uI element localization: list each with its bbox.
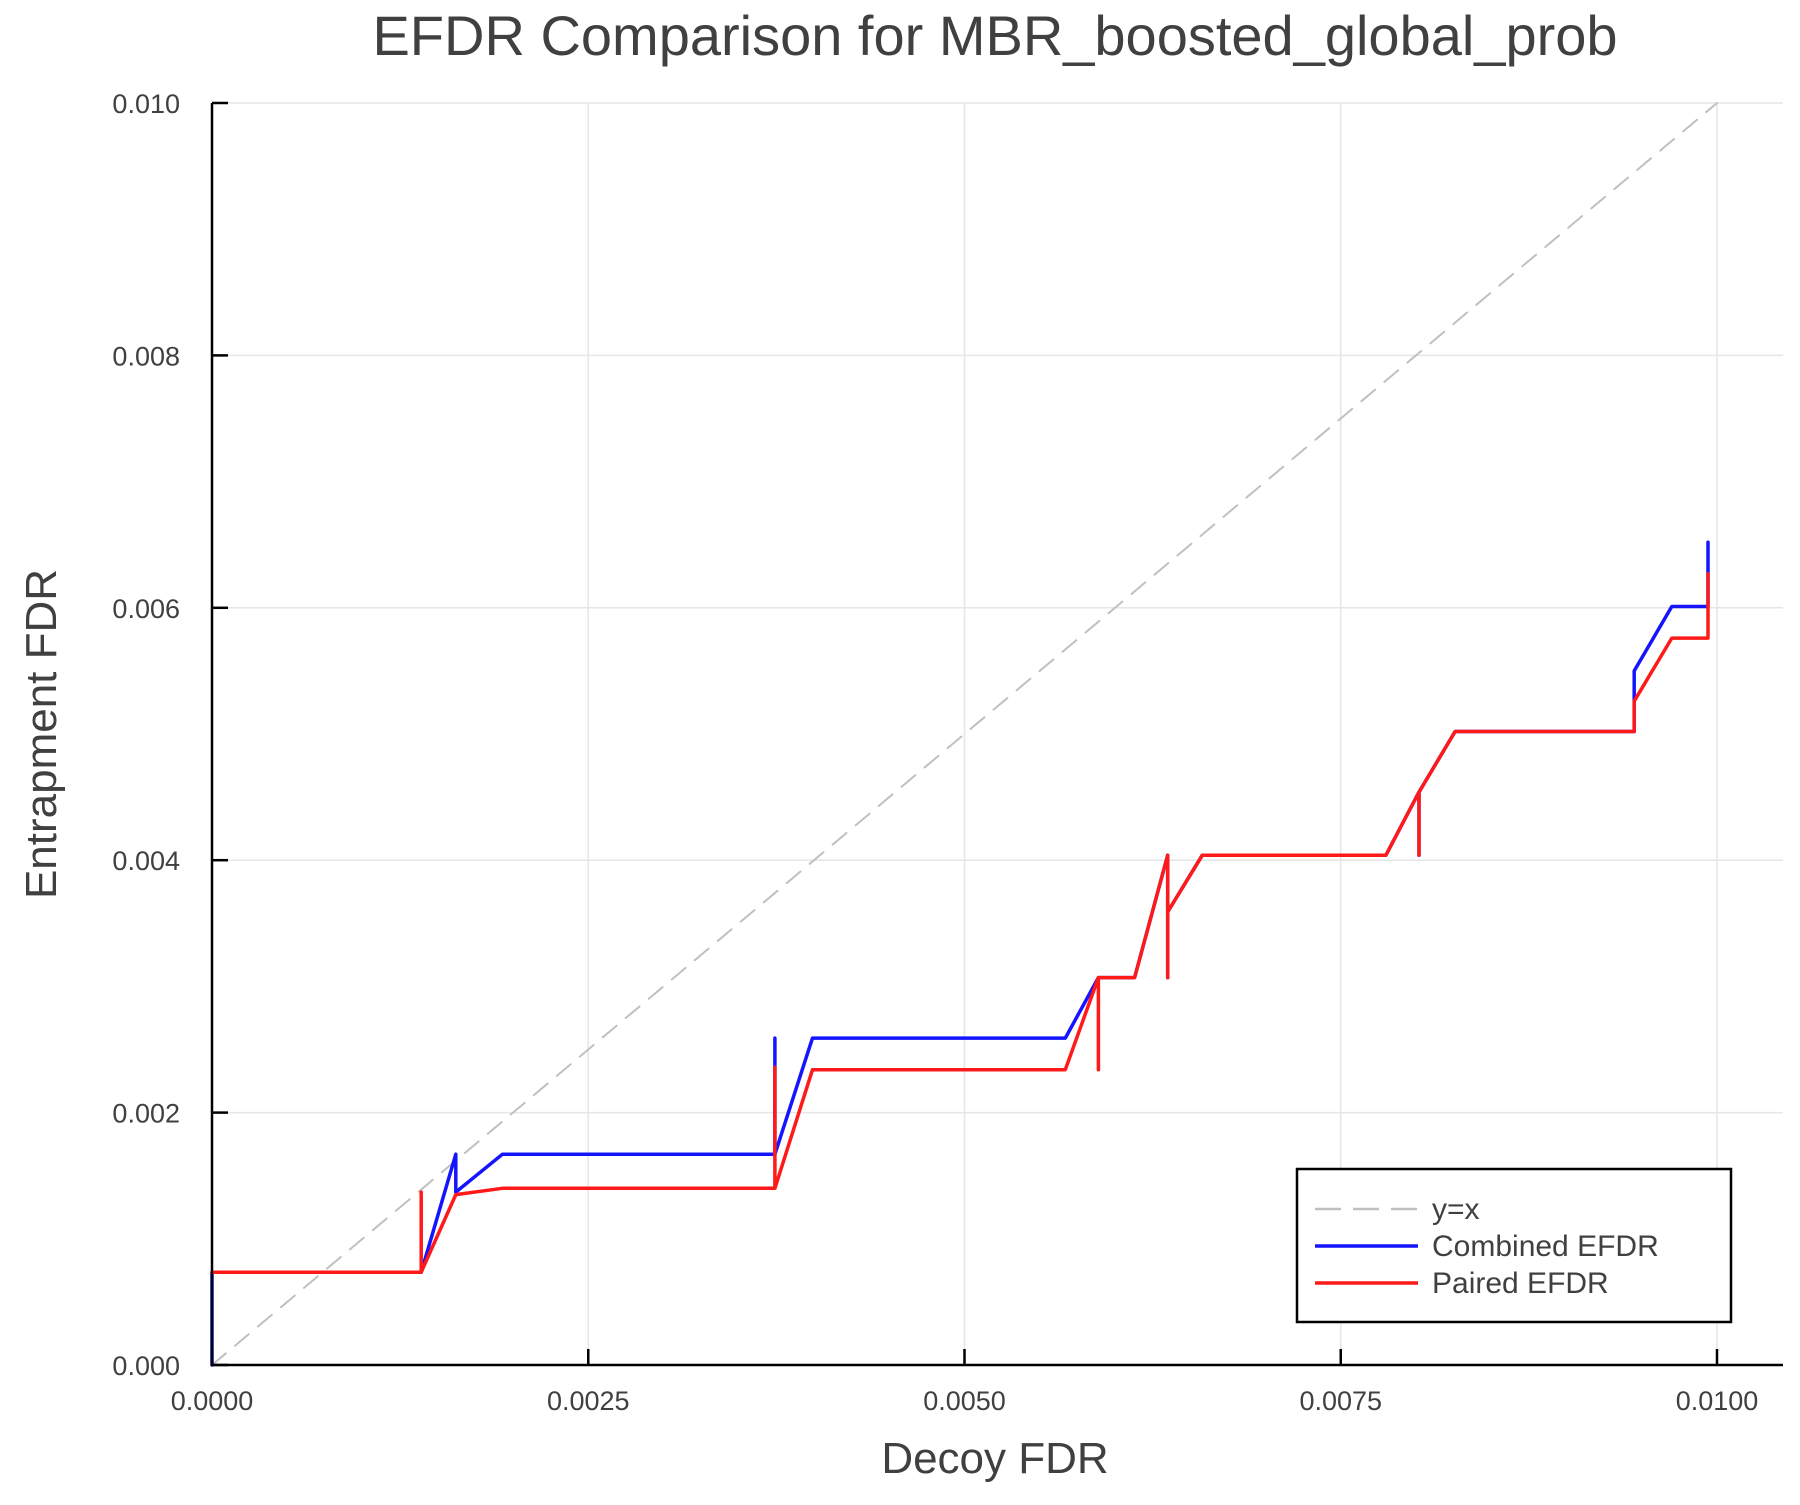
axes: 0.0000 0.0025 0.0050 0.0075 0.0100 0.000 0.002… — [112, 89, 1783, 1416]
x-tick-label: 0.0100 — [1676, 1386, 1759, 1416]
y-tick-label: 0.006 — [112, 594, 180, 624]
legend: y=x Combined EFDR Paired EFDR — [1295, 1167, 1733, 1324]
y-tick-label: 0.004 — [112, 846, 180, 876]
series-line-paired-efdr — [210, 571, 1710, 1274]
x-tick-label: 0.0050 — [923, 1386, 1006, 1416]
legend-label: Combined EFDR — [1432, 1230, 1659, 1263]
x-tick-label: 0.0000 — [171, 1386, 254, 1416]
x-axis-label: Decoy FDR — [881, 1434, 1108, 1483]
legend-label: y=x — [1432, 1193, 1480, 1226]
y-tick-label: 0.000 — [112, 1351, 180, 1381]
y-tick-label: 0.010 — [112, 89, 180, 119]
legend-label: Paired EFDR — [1432, 1267, 1609, 1300]
series-line-y-x — [211, 102, 1718, 1366]
chart-title: EFDR Comparison for MBR_boosted_global_p… — [372, 4, 1617, 67]
y-tick-label: 0.002 — [112, 1099, 180, 1129]
x-tick-label: 0.0025 — [547, 1386, 630, 1416]
y-tick-label: 0.008 — [112, 341, 180, 371]
series-lines — [210, 102, 1718, 1367]
x-tick-label: 0.0075 — [1299, 1386, 1382, 1416]
y-axis-label: Entrapment FDR — [17, 569, 66, 899]
